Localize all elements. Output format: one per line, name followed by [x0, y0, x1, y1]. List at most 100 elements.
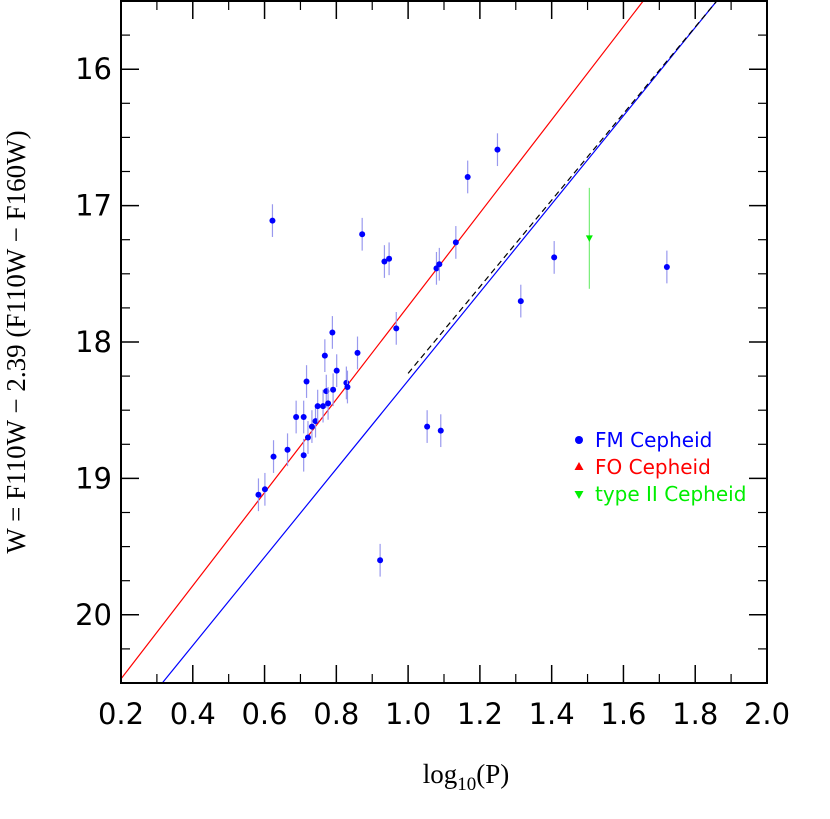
data-point [293, 400, 300, 434]
x-tick-label: 0.2 [98, 697, 144, 731]
x-tick-label: 1.4 [529, 697, 575, 731]
point-marker [321, 352, 328, 359]
x-axis-label: log10(P) [423, 759, 510, 795]
point-marker [300, 452, 307, 459]
x-tick-label: 1.2 [457, 697, 503, 731]
data-point [585, 187, 593, 289]
legend-item-fm: FM Cepheid [575, 428, 712, 452]
y-tick-label: 19 [75, 461, 112, 495]
plot-area [121, 1, 718, 683]
x-axis-label-sub: 10 [457, 774, 476, 795]
axis-ticks [121, 1, 767, 683]
legend-marker-fm [575, 436, 583, 444]
data-point [312, 404, 319, 438]
data-point [437, 414, 444, 448]
legend-marker-fo [574, 462, 584, 470]
point-marker [284, 446, 291, 453]
point-marker [436, 261, 443, 268]
data-point [343, 366, 350, 400]
y-axis-label: W = F110W − 2.39 (F110W − F160W) [1, 130, 31, 553]
point-marker [303, 378, 310, 385]
data-point [452, 226, 459, 259]
point-marker [437, 427, 444, 434]
point-marker [261, 486, 268, 493]
legend-item-type2: type II Cepheid [574, 482, 746, 506]
point-marker [517, 298, 524, 305]
x-tick-label: 1.0 [385, 697, 431, 731]
x-tick-label: 1.6 [600, 697, 646, 731]
y-tick-label: 18 [75, 325, 112, 359]
data-point [433, 251, 440, 285]
x-tick-label: 1.8 [672, 697, 718, 731]
legend-label-type2: type II Cepheid [595, 482, 746, 506]
data-point [300, 400, 307, 434]
point-marker [551, 254, 558, 261]
legend-marker-type2 [574, 491, 584, 499]
data-point [304, 421, 311, 454]
data-point [321, 339, 328, 373]
point-marker [330, 386, 337, 393]
point-marker [304, 434, 311, 441]
data-point [308, 410, 315, 443]
data-point [314, 389, 321, 423]
point-marker [359, 231, 366, 238]
point-marker [255, 491, 262, 498]
point-marker [329, 329, 336, 336]
data-point [424, 410, 431, 443]
data-point [663, 250, 670, 284]
point-marker [269, 217, 276, 224]
point-marker [270, 453, 277, 460]
fit-line-2 [161, 1, 718, 683]
point-marker [314, 403, 321, 410]
x-tick-label: 0.4 [170, 697, 216, 731]
legend-label-fo: FO Cepheid [595, 455, 711, 479]
data-point [359, 217, 366, 251]
data-point [377, 543, 384, 577]
axis-tick-labels: 0.2 0.4 0.6 0.8 1.0 1.2 1.4 1.6 1.8 2.0 16 17 18 19 20 [75, 52, 790, 731]
y-tick-label: 20 [75, 598, 112, 632]
x-axis-label-arg: (P) [476, 759, 509, 789]
data-point [333, 354, 340, 388]
point-marker [424, 423, 431, 430]
fit-line-3 [407, 1, 718, 374]
data-point [381, 245, 388, 278]
legend-label-fm: FM Cepheid [595, 428, 712, 452]
point-marker [464, 173, 471, 180]
point-marker [344, 384, 351, 391]
point-marker [293, 414, 300, 421]
point-marker [312, 418, 319, 425]
data-point [269, 204, 276, 237]
data-point [551, 241, 558, 274]
data-point [261, 472, 268, 506]
y-tick-label: 16 [75, 52, 112, 86]
point-marker [333, 367, 340, 374]
data-point [255, 478, 262, 512]
x-tick-label: 0.8 [313, 697, 359, 731]
point-marker [393, 325, 400, 332]
data-point [393, 311, 400, 345]
point-marker [494, 146, 501, 153]
data-point [464, 160, 471, 194]
y-tick-label: 17 [75, 189, 112, 223]
x-tick-label: 2.0 [744, 697, 790, 731]
plot-frame [120, 0, 768, 684]
data-point [436, 247, 443, 281]
data-point [320, 389, 327, 423]
legend: FM Cepheid FO Cepheid type II Cepheid [574, 428, 746, 506]
x-axis-label-base: log [423, 759, 458, 789]
point-marker [386, 255, 393, 262]
point-marker [354, 349, 361, 356]
data-point [386, 242, 393, 276]
fit-line-1 [121, 1, 644, 680]
data-point [325, 387, 332, 420]
data-point [303, 365, 310, 398]
data-point [517, 284, 524, 318]
point-marker [300, 414, 307, 421]
data-point [284, 433, 291, 467]
data-point [329, 316, 336, 349]
data-point [344, 370, 351, 404]
point-marker [663, 263, 670, 270]
x-tick-label: 0.6 [241, 697, 287, 731]
point-marker [452, 239, 459, 246]
